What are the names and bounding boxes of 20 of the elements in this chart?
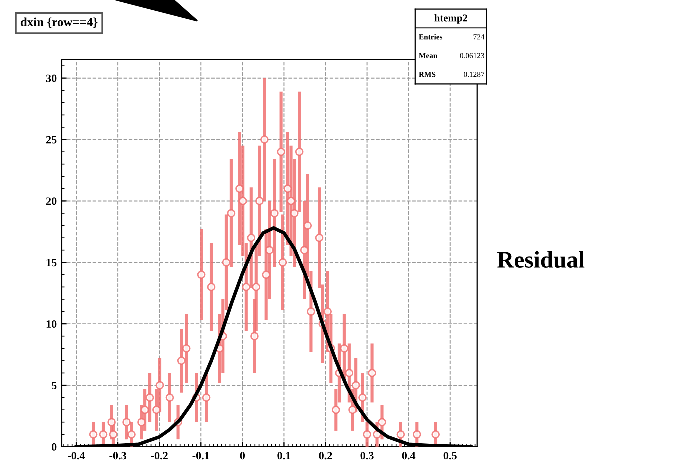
x-tick-label: 0.4	[402, 452, 416, 460]
x-tick-label: 0	[240, 452, 246, 460]
chart-title: dxin {row==4}	[20, 18, 98, 28]
x-tick-label: -0.1	[192, 452, 210, 460]
y-tick-label: 15	[46, 259, 57, 267]
x-tick-label: 0.5	[444, 452, 457, 460]
text: Residual	[498, 251, 585, 268]
y-tick-label: 30	[46, 74, 57, 82]
y-tick-label: 25	[46, 136, 57, 144]
x-tick-label: -0.2	[151, 452, 168, 460]
x-tick-label: -0.3	[110, 452, 126, 460]
x-tick-label: 0.2	[319, 452, 332, 460]
text: htemp2	[434, 14, 468, 24]
y-tick-label: 20	[46, 198, 57, 206]
x-tick-label: -0.4	[68, 452, 86, 460]
y-tick-label: 5	[52, 382, 57, 390]
x-tick-label: 0.3	[360, 452, 374, 460]
y-tick-label: 0	[52, 443, 57, 451]
x-tick-label: 0.1	[278, 452, 291, 460]
y-tick-label: 10	[46, 320, 57, 328]
